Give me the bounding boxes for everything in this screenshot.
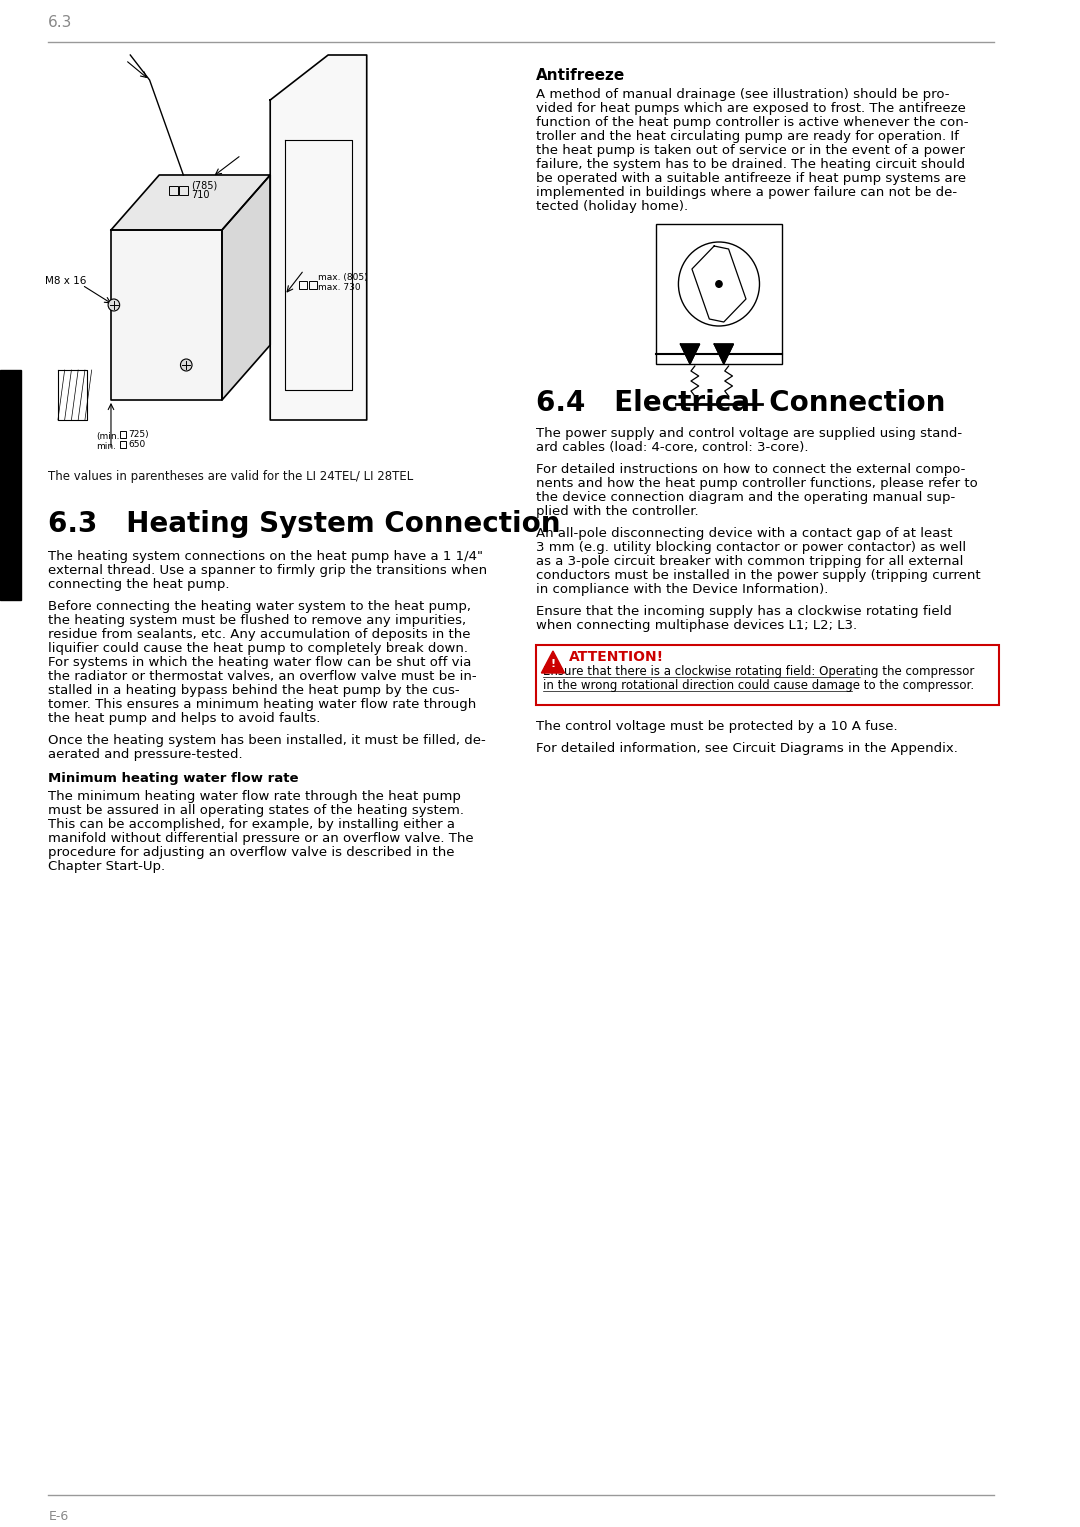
Text: max. (805): max. (805): [319, 273, 368, 282]
Text: nents and how the heat pump controller functions, please refer to: nents and how the heat pump controller f…: [536, 476, 977, 490]
Text: must be assured in all operating states of the heating system.: must be assured in all operating states …: [49, 805, 464, 817]
Text: 725): 725): [129, 431, 149, 438]
Text: An all-pole disconnecting device with a contact gap of at least: An all-pole disconnecting device with a …: [536, 527, 953, 541]
Text: the heat pump and helps to avoid faults.: the heat pump and helps to avoid faults.: [49, 712, 321, 725]
Polygon shape: [714, 344, 733, 363]
Text: Before connecting the heating water system to the heat pump,: Before connecting the heating water syst…: [49, 600, 471, 612]
Bar: [657, 224, 782, 363]
Text: vided for heat pumps which are exposed to frost. The antifreeze: vided for heat pumps which are exposed t…: [536, 102, 966, 115]
Text: the heat pump is taken out of service or in the event of a power: the heat pump is taken out of service or…: [536, 144, 964, 157]
Polygon shape: [680, 344, 700, 363]
Text: function of the heat pump controller is active whenever the con-: function of the heat pump controller is …: [536, 116, 968, 128]
Text: (785): (785): [191, 180, 217, 189]
Bar: [120, 431, 126, 438]
Text: The control voltage must be protected by a 10 A fuse.: The control voltage must be protected by…: [536, 721, 897, 733]
Text: the radiator or thermostat valves, an overflow valve must be in-: the radiator or thermostat valves, an ov…: [49, 670, 477, 683]
Text: M8 x 16: M8 x 16: [45, 276, 86, 286]
Polygon shape: [270, 55, 367, 420]
Text: The minimum heating water flow rate through the heat pump: The minimum heating water flow rate thro…: [49, 789, 461, 803]
Text: 6.3: 6.3: [49, 15, 72, 31]
Polygon shape: [541, 651, 565, 673]
Text: Chapter Start-Up.: Chapter Start-Up.: [49, 860, 165, 873]
Text: The values in parentheses are valid for the LI 24TEL/ LI 28TEL: The values in parentheses are valid for …: [49, 470, 414, 483]
Bar: [309, 281, 316, 289]
Text: 6.3   Heating System Connection: 6.3 Heating System Connection: [49, 510, 561, 538]
Text: For detailed instructions on how to connect the external compo-: For detailed instructions on how to conn…: [536, 463, 964, 476]
Text: as a 3-pole circuit breaker with common tripping for all external: as a 3-pole circuit breaker with common …: [536, 554, 963, 568]
Text: in compliance with the Device Information).: in compliance with the Device Informatio…: [536, 583, 828, 596]
Text: 650: 650: [129, 440, 146, 449]
Text: 3 mm (e.g. utility blocking contactor or power contactor) as well: 3 mm (e.g. utility blocking contactor or…: [536, 541, 966, 554]
Text: max. 730: max. 730: [319, 282, 361, 292]
Text: A method of manual drainage (see illustration) should be pro-: A method of manual drainage (see illustr…: [536, 89, 949, 101]
Text: procedure for adjusting an overflow valve is described in the: procedure for adjusting an overflow valv…: [49, 846, 455, 860]
Text: For detailed information, see Circuit Diagrams in the Appendix.: For detailed information, see Circuit Di…: [536, 742, 958, 754]
Text: ATTENTION!: ATTENTION!: [569, 651, 664, 664]
Polygon shape: [111, 231, 222, 400]
Text: the heating system must be flushed to remove any impurities,: the heating system must be flushed to re…: [49, 614, 467, 628]
Text: Ensure that the incoming supply has a clockwise rotating field: Ensure that the incoming supply has a cl…: [536, 605, 951, 618]
Text: aerated and pressure-tested.: aerated and pressure-tested.: [49, 748, 243, 760]
Text: The heating system connections on the heat pump have a 1 1/4": The heating system connections on the he…: [49, 550, 483, 563]
Text: Once the heating system has been installed, it must be filled, de-: Once the heating system has been install…: [49, 734, 486, 747]
Text: min.: min.: [96, 441, 117, 450]
Text: tected (holiday home).: tected (holiday home).: [536, 200, 688, 212]
Text: connecting the heat pump.: connecting the heat pump.: [49, 579, 230, 591]
Text: external thread. Use a spanner to firmly grip the transitions when: external thread. Use a spanner to firmly…: [49, 563, 487, 577]
Text: the device connection diagram and the operating manual sup-: the device connection diagram and the op…: [536, 492, 955, 504]
Text: conductors must be installed in the power supply (tripping current: conductors must be installed in the powe…: [536, 570, 981, 582]
Bar: [0, 370, 22, 600]
Bar: [299, 281, 307, 289]
Text: ard cables (load: 4-core, control: 3-core).: ard cables (load: 4-core, control: 3-cor…: [536, 441, 808, 454]
Circle shape: [180, 359, 192, 371]
Text: Antifreeze: Antifreeze: [536, 69, 625, 82]
Text: stalled in a heating bypass behind the heat pump by the cus-: stalled in a heating bypass behind the h…: [49, 684, 460, 696]
Text: E-6: E-6: [49, 1510, 68, 1522]
Text: 710: 710: [191, 189, 210, 200]
Text: (min.: (min.: [96, 432, 120, 441]
Text: in the wrong rotational direction could cause damage to the compressor.: in the wrong rotational direction could …: [543, 680, 974, 692]
Text: !: !: [551, 660, 555, 669]
Bar: [120, 441, 126, 447]
Polygon shape: [58, 370, 86, 420]
Text: be operated with a suitable antifreeze if heat pump systems are: be operated with a suitable antifreeze i…: [536, 173, 966, 185]
Text: manifold without differential pressure or an overflow valve. The: manifold without differential pressure o…: [49, 832, 474, 844]
Text: plied with the controller.: plied with the controller.: [536, 505, 699, 518]
Bar: [168, 186, 177, 195]
Text: liquifier could cause the heat pump to completely break down.: liquifier could cause the heat pump to c…: [49, 641, 469, 655]
Polygon shape: [111, 176, 270, 231]
Text: This can be accomplished, for example, by installing either a: This can be accomplished, for example, b…: [49, 818, 456, 831]
Text: The power supply and control voltage are supplied using stand-: The power supply and control voltage are…: [536, 428, 961, 440]
Text: implemented in buildings where a power failure can not be de-: implemented in buildings where a power f…: [536, 186, 957, 199]
Circle shape: [715, 279, 723, 289]
Bar: [536, 644, 999, 705]
Text: residue from sealants, etc. Any accumulation of deposits in the: residue from sealants, etc. Any accumula…: [49, 628, 471, 641]
Text: tomer. This ensures a minimum heating water flow rate through: tomer. This ensures a minimum heating wa…: [49, 698, 476, 712]
Text: For systems in which the heating water flow can be shut off via: For systems in which the heating water f…: [49, 657, 472, 669]
Text: failure, the system has to be drained. The heating circuit should: failure, the system has to be drained. T…: [536, 157, 964, 171]
Circle shape: [108, 299, 120, 312]
Text: 6.4   Electrical Connection: 6.4 Electrical Connection: [536, 389, 945, 417]
Text: Ensure that there is a clockwise rotating field: Operating the compressor: Ensure that there is a clockwise rotatin…: [543, 664, 974, 678]
Bar: [179, 186, 188, 195]
Text: English: English: [4, 460, 17, 510]
Text: when connecting multiphase devices L1; L2; L3.: when connecting multiphase devices L1; L…: [536, 618, 856, 632]
Polygon shape: [222, 176, 270, 400]
Text: Minimum heating water flow rate: Minimum heating water flow rate: [49, 773, 299, 785]
Text: troller and the heat circulating pump are ready for operation. If: troller and the heat circulating pump ar…: [536, 130, 958, 144]
